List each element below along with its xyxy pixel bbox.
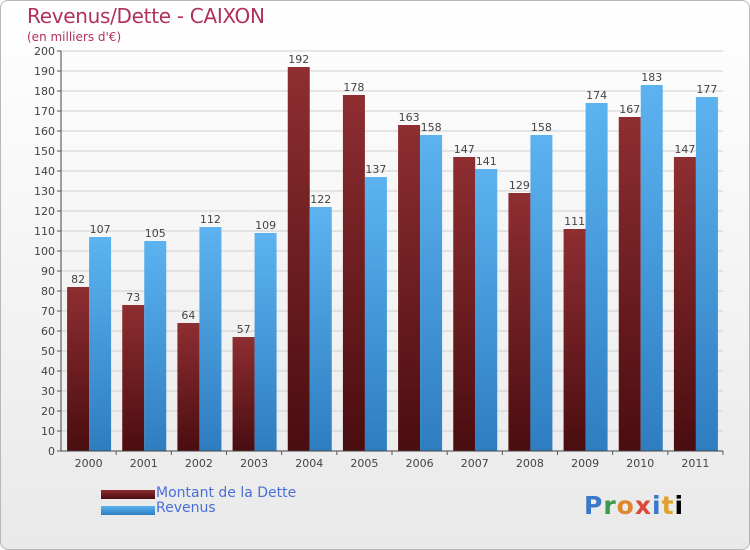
data-label: 147 (454, 143, 475, 156)
data-label: 57 (237, 323, 251, 336)
x-tick-label: 2003 (240, 457, 268, 470)
data-label: 82 (71, 273, 85, 286)
data-label: 122 (310, 193, 331, 206)
x-tick-label: 2011 (681, 457, 709, 470)
chart-title: Revenus/Dette - CAIXON (27, 4, 265, 28)
bar-dette (122, 305, 145, 451)
bar-revenus (89, 237, 112, 451)
x-tick-label: 2009 (571, 457, 599, 470)
y-tick-label: 30 (41, 385, 55, 398)
bar-dette (453, 157, 476, 451)
bar-revenus (309, 207, 332, 451)
data-label: 129 (509, 179, 530, 192)
x-tick-label: 2006 (406, 457, 434, 470)
y-tick-label: 50 (41, 345, 55, 358)
y-tick-label: 130 (34, 185, 55, 198)
y-tick-label: 120 (34, 205, 55, 218)
data-label: 141 (476, 155, 497, 168)
y-tick-label: 170 (34, 105, 55, 118)
data-label: 158 (421, 121, 442, 134)
data-label: 105 (145, 227, 166, 240)
legend-swatch-dette (101, 490, 155, 499)
legend-label-dette: Montant de la Dette (156, 485, 297, 501)
y-tick-label: 0 (48, 445, 55, 458)
bar-dette (563, 229, 586, 451)
data-label: 167 (619, 103, 640, 116)
data-label: 192 (288, 53, 309, 66)
data-label: 158 (531, 121, 552, 134)
y-tick-label: 190 (34, 65, 55, 78)
bars (67, 67, 718, 451)
bar-dette (673, 157, 696, 451)
data-label: 178 (343, 81, 364, 94)
y-tick-label: 140 (34, 165, 55, 178)
x-tick-label: 2010 (626, 457, 654, 470)
legend-label-revenus: Revenus (156, 500, 216, 516)
y-tick-label: 10 (41, 425, 55, 438)
data-label: 183 (641, 71, 662, 84)
bar-revenus (364, 177, 387, 451)
y-tick-label: 60 (41, 325, 55, 338)
bar-dette (398, 125, 421, 451)
y-tick-label: 80 (41, 285, 55, 298)
y-tick-label: 40 (41, 365, 55, 378)
data-labels: 8210773105641125710919212217813716315814… (71, 53, 717, 336)
bar-revenus (254, 233, 277, 451)
x-tick-label: 2008 (516, 457, 544, 470)
bar-dette (618, 117, 641, 451)
data-label: 147 (674, 143, 695, 156)
x-tick-label: 2004 (295, 457, 323, 470)
y-tick-label: 90 (41, 265, 55, 278)
bar-revenus (585, 103, 608, 451)
bar-revenus (199, 227, 222, 451)
data-label: 111 (564, 215, 585, 228)
bar-revenus (475, 169, 498, 451)
x-tick-label: 2001 (130, 457, 158, 470)
x-tick-label: 2000 (75, 457, 103, 470)
bar-dette (342, 95, 365, 451)
axes: 0 10 20 30 40 50 60 70 80 90 100 110 120 130 140 150 160… (34, 45, 724, 470)
data-label: 64 (181, 309, 195, 322)
y-tick-label: 150 (34, 145, 55, 158)
bar-revenus (695, 97, 718, 451)
bar-dette (508, 193, 531, 451)
data-label: 107 (90, 223, 111, 236)
y-tick-label: 100 (34, 245, 55, 258)
y-tick-label: 180 (34, 85, 55, 98)
data-label: 163 (399, 111, 420, 124)
bar-revenus (420, 135, 443, 451)
bar-dette (232, 337, 255, 451)
legend-swatch-revenus (101, 506, 155, 515)
bar-dette (287, 67, 310, 451)
proxiti-logo: Proxiti (584, 491, 685, 520)
chart-subtitle: (en milliers d'€) (27, 30, 122, 44)
y-tick-label: 160 (34, 125, 55, 138)
y-tick-label: 200 (34, 45, 55, 58)
y-tick-label: 20 (41, 405, 55, 418)
data-label: 137 (365, 163, 386, 176)
bar-revenus (640, 85, 663, 451)
data-label: 109 (255, 219, 276, 232)
x-tick-label: 2002 (185, 457, 213, 470)
bar-dette (67, 287, 90, 451)
data-label: 177 (696, 83, 717, 96)
x-tick-label: 2005 (350, 457, 378, 470)
data-label: 174 (586, 89, 607, 102)
bar-dette (177, 323, 200, 451)
bar-revenus (144, 241, 167, 451)
data-label: 73 (126, 291, 140, 304)
y-tick-label: 110 (34, 225, 55, 238)
x-tick-label: 2007 (461, 457, 489, 470)
data-label: 112 (200, 213, 221, 226)
y-tick-label: 70 (41, 305, 55, 318)
bar-revenus (530, 135, 553, 451)
